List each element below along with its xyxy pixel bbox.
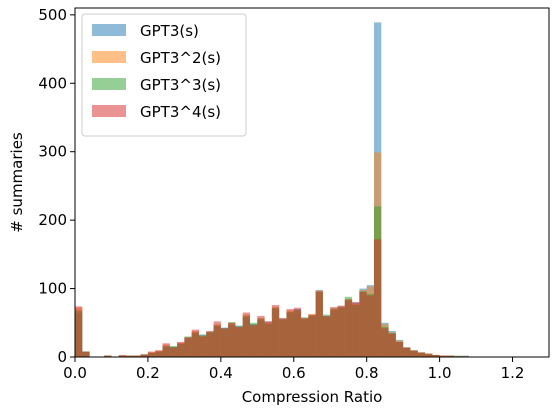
legend-label: GPT3^4(s) <box>140 103 221 121</box>
y-axis-label: # summaries <box>8 132 26 233</box>
bar <box>242 312 251 357</box>
bar <box>315 291 323 357</box>
legend-label: GPT3(s) <box>140 22 199 40</box>
bars-layer <box>75 22 469 358</box>
axes <box>74 7 550 358</box>
bar <box>395 341 404 357</box>
bar <box>140 354 148 357</box>
bar <box>417 352 426 357</box>
y-ticks: 0 100 200 300 400 500 <box>38 6 75 366</box>
bar <box>75 306 83 357</box>
bar <box>162 343 170 357</box>
y-tick-label: 0 <box>57 348 67 366</box>
bar <box>104 355 112 357</box>
bar <box>257 315 265 357</box>
bar <box>352 302 360 357</box>
bar <box>264 321 272 357</box>
bar <box>293 307 302 357</box>
legend-swatch <box>92 51 126 63</box>
bar <box>198 336 207 357</box>
bar <box>381 328 389 357</box>
bar <box>366 295 374 357</box>
bar <box>191 329 199 357</box>
bar <box>446 355 455 357</box>
bar <box>155 350 163 357</box>
legend-swatch <box>92 78 126 90</box>
legend-label: GPT3^2(s) <box>140 49 221 67</box>
bar <box>271 304 280 357</box>
bar <box>206 330 214 357</box>
x-axis-label: Compression Ratio <box>242 388 383 406</box>
bar <box>220 328 229 357</box>
series-4 <box>75 239 469 357</box>
y-tick-label: 300 <box>38 143 67 161</box>
bar <box>337 305 345 357</box>
x-tick-label: 1.2 <box>501 364 525 382</box>
legend-swatch <box>92 24 126 36</box>
bar <box>286 309 294 357</box>
plot-frame <box>74 7 550 358</box>
legend-label: GPT3^3(s) <box>140 76 221 94</box>
bar <box>250 324 258 357</box>
bar <box>359 291 367 357</box>
bar <box>308 314 316 357</box>
bar <box>169 347 178 357</box>
bar <box>118 354 127 357</box>
x-tick-label: 0.4 <box>209 364 233 382</box>
bar <box>147 351 156 357</box>
bar <box>388 333 396 357</box>
bar <box>235 326 243 357</box>
bar <box>301 317 309 357</box>
bar <box>133 355 141 357</box>
bar <box>439 355 447 357</box>
y-tick-label: 400 <box>38 74 67 92</box>
bar <box>228 322 236 357</box>
x-ticks: 0.0 0.2 0.4 0.6 0.8 1.0 1.2 <box>63 357 524 382</box>
bar <box>410 350 418 357</box>
x-tick-label: 0.2 <box>136 364 160 382</box>
bar <box>432 354 440 357</box>
bar <box>82 351 90 357</box>
y-tick-label: 200 <box>38 211 67 229</box>
bar <box>126 355 134 357</box>
bar <box>373 239 382 357</box>
bar <box>330 307 338 357</box>
bar <box>177 341 185 357</box>
bar <box>322 315 331 357</box>
bar <box>425 353 433 357</box>
bar <box>213 321 221 357</box>
bar <box>344 299 353 357</box>
x-tick-label: 0.0 <box>63 364 87 382</box>
bar <box>184 337 192 357</box>
bar <box>279 317 287 357</box>
bar <box>403 347 411 357</box>
x-tick-label: 1.0 <box>428 364 452 382</box>
x-tick-label: 0.6 <box>282 364 306 382</box>
legend-swatch <box>92 105 126 117</box>
legend: GPT3(s) GPT3^2(s) GPT3^3(s) GPT3^4(s) <box>81 13 247 137</box>
x-tick-label: 0.8 <box>355 364 379 382</box>
y-tick-label: 100 <box>38 280 67 298</box>
y-tick-label: 500 <box>38 6 67 24</box>
